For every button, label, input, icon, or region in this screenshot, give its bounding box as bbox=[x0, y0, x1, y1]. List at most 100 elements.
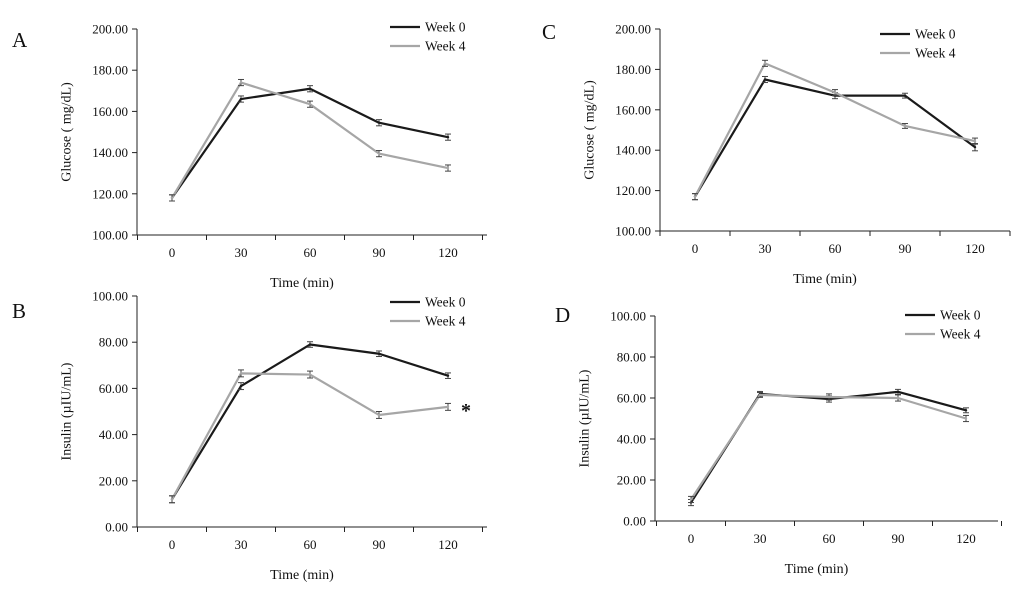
legend: Week 0 Week 4 bbox=[880, 27, 956, 61]
legend-label: Week 0 bbox=[425, 295, 466, 310]
legend: Week 0 Week 4 bbox=[390, 295, 466, 329]
x-tick-label: 60 bbox=[829, 241, 842, 256]
data-point bbox=[308, 102, 312, 106]
y-tick-label: 180.00 bbox=[92, 63, 128, 78]
y-axis-title: Glucose ( mg/dL) bbox=[583, 80, 598, 180]
panel-letter: A bbox=[12, 28, 28, 52]
y-tick-label: 140.00 bbox=[615, 143, 651, 158]
data-point bbox=[827, 395, 831, 399]
data-point bbox=[758, 393, 762, 397]
legend-label: Week 4 bbox=[940, 327, 981, 342]
data-point bbox=[896, 390, 900, 394]
panel-d: D 0.00 20.00 40.00 60.00 80.00 100.00 0 30 60 90 12… bbox=[555, 303, 1002, 577]
data-point bbox=[446, 135, 450, 139]
y-tick-label: 60.00 bbox=[617, 391, 646, 406]
data-point bbox=[239, 384, 243, 388]
x-tick-label: 90 bbox=[899, 241, 912, 256]
data-point bbox=[964, 417, 968, 420]
data-point bbox=[377, 413, 381, 417]
x-tick-label: 120 bbox=[438, 245, 458, 260]
series-week-0 bbox=[169, 341, 451, 504]
x-tick-label: 30 bbox=[754, 531, 767, 546]
legend-label: Week 0 bbox=[425, 20, 466, 35]
series-line bbox=[694, 62, 976, 198]
y-tick-label: 200.00 bbox=[92, 22, 128, 37]
y-tick-label: 0.00 bbox=[623, 514, 646, 529]
x-axis-title: Time (min) bbox=[793, 272, 857, 287]
series-week-4 bbox=[169, 78, 451, 202]
panel-letter: D bbox=[555, 303, 570, 327]
legend: Week 0 Week 4 bbox=[390, 20, 466, 54]
data-point bbox=[903, 124, 907, 128]
x-tick-label: 120 bbox=[956, 531, 976, 546]
panel-letter: C bbox=[542, 20, 556, 44]
y-tick-label: 120.00 bbox=[92, 186, 128, 201]
x-tick-label: 0 bbox=[169, 245, 176, 260]
x-tick-label: 60 bbox=[304, 537, 317, 552]
y-tick-label: 100.00 bbox=[92, 289, 128, 304]
x-tick-label: 30 bbox=[759, 241, 772, 256]
y-axis-title: Insulin (µIU/mL) bbox=[60, 362, 75, 460]
data-point bbox=[446, 374, 450, 377]
legend-label: Week 0 bbox=[915, 27, 956, 42]
legend-label: Week 4 bbox=[425, 39, 466, 54]
data-point bbox=[377, 121, 381, 124]
data-point bbox=[763, 62, 767, 65]
panel-b: B 0.00 20.00 40.00 60.00 80.00 100.00 0 30 60 90 12… bbox=[12, 289, 487, 583]
series-line bbox=[171, 372, 449, 500]
x-tick-label: 30 bbox=[235, 537, 248, 552]
series-week-4 bbox=[692, 59, 978, 201]
y-tick-label: 20.00 bbox=[617, 473, 646, 488]
data-point bbox=[377, 152, 381, 155]
data-point bbox=[239, 372, 243, 375]
data-point bbox=[446, 166, 450, 170]
y-tick-label: 0.00 bbox=[105, 520, 128, 535]
y-tick-label: 200.00 bbox=[615, 22, 651, 37]
y-tick-label: 40.00 bbox=[617, 432, 646, 447]
x-tick-label: 90 bbox=[892, 531, 905, 546]
y-tick-label: 160.00 bbox=[92, 104, 128, 119]
y-tick-label: 60.00 bbox=[99, 381, 128, 396]
legend: Week 0 Week 4 bbox=[905, 308, 981, 342]
y-tick-label: 140.00 bbox=[92, 145, 128, 160]
x-axis-title: Time (min) bbox=[785, 562, 849, 577]
y-tick-label: 100.00 bbox=[92, 228, 128, 243]
y-tick-label: 80.00 bbox=[617, 350, 646, 365]
data-point bbox=[170, 196, 174, 200]
y-tick-label: 100.00 bbox=[610, 309, 646, 324]
series-week-4 bbox=[688, 391, 969, 504]
data-point bbox=[896, 396, 900, 400]
data-point bbox=[693, 195, 697, 198]
data-point bbox=[964, 409, 968, 412]
y-tick-label: 80.00 bbox=[99, 335, 128, 350]
y-tick-label: 180.00 bbox=[615, 62, 651, 77]
series-week-4 bbox=[169, 369, 451, 504]
x-tick-label: 60 bbox=[823, 531, 836, 546]
x-tick-label: 120 bbox=[438, 537, 458, 552]
data-point bbox=[973, 139, 977, 143]
panel-c: C 100.00 120.00 140.00 160.00 180.00 200.00 0 30… bbox=[542, 20, 1011, 287]
data-point bbox=[689, 498, 693, 501]
x-tick-label: 90 bbox=[373, 537, 386, 552]
y-axis-title: Insulin (µIU/mL) bbox=[578, 369, 593, 467]
data-point bbox=[973, 145, 977, 149]
series-line bbox=[690, 393, 967, 501]
x-tick-label: 0 bbox=[688, 531, 695, 546]
data-point bbox=[763, 78, 767, 81]
x-tick-label: 120 bbox=[965, 241, 985, 256]
y-tick-label: 40.00 bbox=[99, 427, 128, 442]
data-point bbox=[377, 352, 381, 355]
significance-marker: * bbox=[461, 400, 471, 422]
x-tick-label: 30 bbox=[235, 245, 248, 260]
legend-label: Week 4 bbox=[425, 314, 466, 329]
x-tick-label: 0 bbox=[169, 537, 176, 552]
y-axis-title: Glucose ( mg/dL) bbox=[60, 82, 75, 182]
data-point bbox=[903, 94, 907, 97]
y-tick-label: 160.00 bbox=[615, 102, 651, 117]
data-point bbox=[170, 498, 174, 501]
data-point bbox=[239, 97, 243, 101]
x-tick-label: 0 bbox=[692, 241, 699, 256]
data-point bbox=[308, 373, 312, 376]
x-axis-title: Time (min) bbox=[270, 276, 334, 291]
